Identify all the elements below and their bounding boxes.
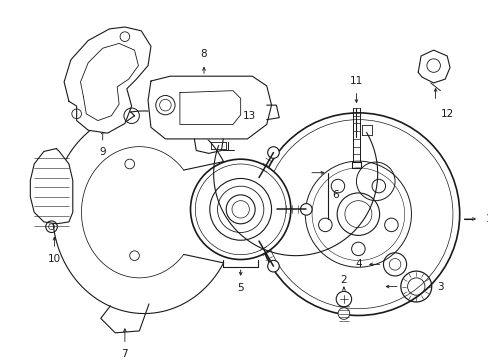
Text: 4: 4 bbox=[354, 259, 361, 269]
Circle shape bbox=[267, 147, 279, 158]
Text: 2: 2 bbox=[340, 275, 346, 285]
Text: 11: 11 bbox=[349, 76, 362, 86]
Circle shape bbox=[300, 203, 311, 215]
Text: 7: 7 bbox=[122, 349, 128, 359]
Circle shape bbox=[336, 291, 351, 307]
Circle shape bbox=[337, 308, 349, 319]
Polygon shape bbox=[30, 149, 73, 224]
Text: 9: 9 bbox=[99, 147, 106, 157]
Polygon shape bbox=[64, 27, 151, 133]
Text: 3: 3 bbox=[436, 282, 443, 292]
Text: 1: 1 bbox=[484, 214, 488, 224]
Circle shape bbox=[267, 260, 279, 272]
Circle shape bbox=[226, 195, 255, 224]
Text: 10: 10 bbox=[48, 253, 61, 264]
Text: 12: 12 bbox=[440, 109, 453, 119]
Polygon shape bbox=[148, 76, 271, 139]
Text: 5: 5 bbox=[237, 283, 244, 293]
Text: 8: 8 bbox=[200, 49, 207, 59]
Text: 6: 6 bbox=[331, 190, 338, 200]
Circle shape bbox=[190, 159, 290, 260]
Text: 13: 13 bbox=[242, 111, 255, 121]
Polygon shape bbox=[180, 91, 240, 125]
Polygon shape bbox=[417, 50, 449, 83]
